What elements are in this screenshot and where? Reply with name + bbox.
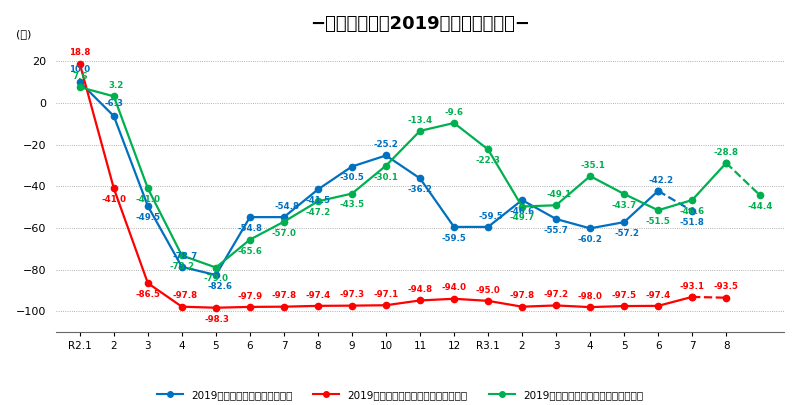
Text: -94.0: -94.0 [442,284,466,292]
Text: -59.5: -59.5 [478,211,503,221]
Text: -47.2: -47.2 [306,208,330,217]
Text: -35.1: -35.1 [581,161,606,170]
Text: -44.4: -44.4 [747,202,773,211]
Text: -97.8: -97.8 [510,291,534,301]
Text: -73.2: -73.2 [170,262,194,271]
Text: -30.5: -30.5 [339,173,364,182]
Text: -46.6: -46.6 [510,207,534,216]
Text: -55.7: -55.7 [544,226,569,235]
Text: -25.2: -25.2 [374,140,398,149]
Text: -46.6: -46.6 [679,207,705,216]
Text: -13.4: -13.4 [407,115,433,125]
Text: -49.7: -49.7 [510,213,534,222]
Text: -41.0: -41.0 [102,195,126,204]
Text: -97.8: -97.8 [172,291,198,301]
Text: -97.8: -97.8 [271,291,297,301]
Text: -6.3: -6.3 [104,99,123,109]
Text: -97.9: -97.9 [238,292,262,301]
Text: (％): (％) [16,29,31,39]
Text: -28.8: -28.8 [714,148,738,157]
Text: -9.6: -9.6 [445,108,463,117]
Text: -60.2: -60.2 [578,235,602,244]
Text: -51.5: -51.5 [646,217,670,226]
Text: -97.1: -97.1 [374,290,398,299]
Text: -98.3: -98.3 [205,315,230,324]
Text: -41.0: -41.0 [135,195,160,204]
Text: -54.8: -54.8 [238,224,262,233]
Text: -95.0: -95.0 [476,286,501,294]
Text: -41.5: -41.5 [306,196,330,205]
Text: -36.2: -36.2 [407,185,433,194]
Text: -57.2: -57.2 [614,229,639,238]
Text: 18.8: 18.8 [69,49,90,58]
Legend: 2019年同月比（延べ宿泊者数）, 2019年同月比（外国人延べ宿泊者数）, 2019年同月比（日本人延べ宿泊者数）: 2019年同月比（延べ宿泊者数）, 2019年同月比（外国人延べ宿泊者数）, 2… [153,386,647,404]
Text: -65.6: -65.6 [238,247,262,256]
Text: -43.5: -43.5 [339,200,365,209]
Text: -98.0: -98.0 [578,292,602,301]
Text: -59.5: -59.5 [442,234,466,243]
Text: -93.5: -93.5 [714,282,738,292]
Text: -97.5: -97.5 [612,291,637,300]
Text: -57.0: -57.0 [271,228,296,238]
Text: -78.7: -78.7 [172,252,198,260]
Text: -49.5: -49.5 [135,213,160,222]
Text: -22.3: -22.3 [475,156,501,165]
Text: 3.2: 3.2 [109,81,124,90]
Text: -42.2: -42.2 [648,175,674,185]
Text: -82.6: -82.6 [207,282,233,291]
Text: -49.1: -49.1 [546,190,571,199]
Text: -94.8: -94.8 [407,285,433,294]
Text: 10.0: 10.0 [70,66,90,75]
Text: -30.1: -30.1 [374,173,398,181]
Text: -51.8: -51.8 [680,218,705,227]
Text: -43.7: -43.7 [611,201,637,210]
Title: −延べ宿泊者数2019年同月比の推移−: −延べ宿泊者数2019年同月比の推移− [310,15,530,33]
Text: -97.4: -97.4 [306,290,330,300]
Text: -79.0: -79.0 [203,275,228,284]
Text: -97.2: -97.2 [543,290,569,299]
Text: -93.1: -93.1 [680,281,705,290]
Text: -97.3: -97.3 [339,290,365,299]
Text: 7.6: 7.6 [72,72,87,81]
Text: -86.5: -86.5 [135,290,160,299]
Text: -54.8: -54.8 [274,202,299,211]
Text: -97.4: -97.4 [646,290,670,300]
